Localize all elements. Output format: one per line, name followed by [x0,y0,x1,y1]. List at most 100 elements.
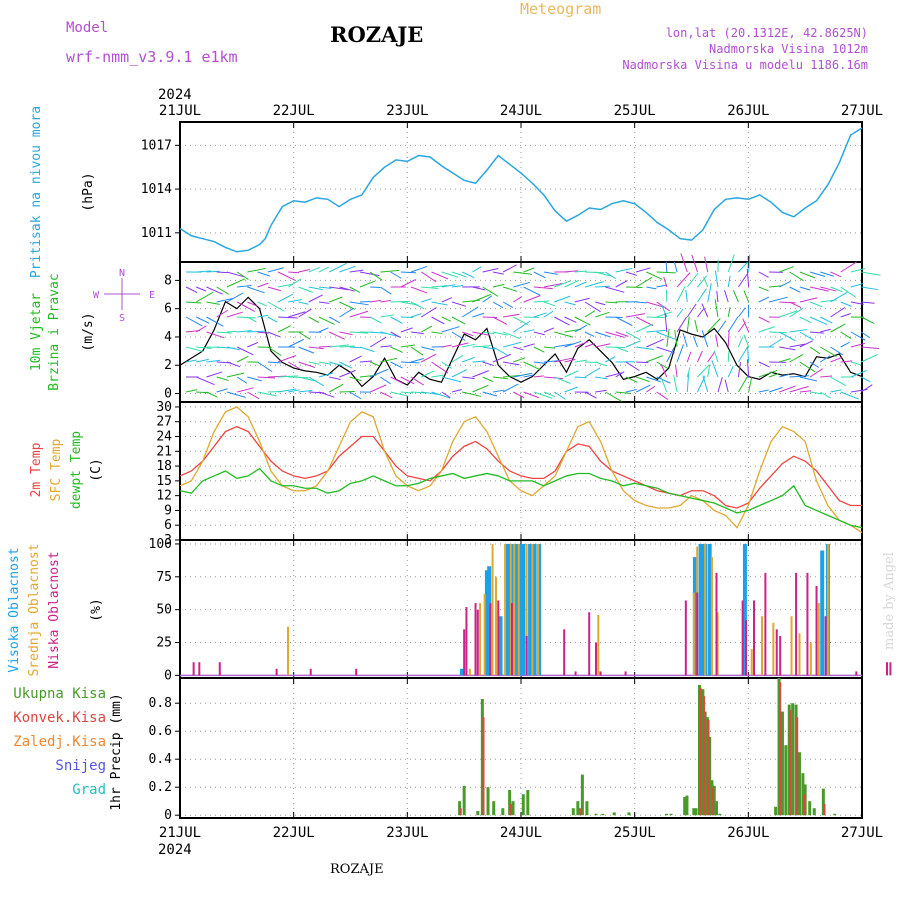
wind-arrow [789,329,807,333]
wind-arrow [339,308,354,318]
wind-arrow [646,271,663,280]
wind-arrow [492,353,512,363]
wind-arrow [339,345,356,348]
wind-arrow [799,340,813,348]
cloud-mid-bar [479,603,482,676]
precip-conv-bar [779,682,782,816]
wind-arrow [308,346,324,350]
legend-konvek-kisa: Konvek.Kisa [13,710,106,726]
x-tick-label-bottom: 24JUL [500,825,542,841]
wind-arrow [738,307,746,318]
wind-arrow [298,331,311,340]
cloud-high-bar [517,543,522,676]
wind-arrow [758,369,778,378]
wind-arrow [410,376,424,386]
x-tick-label-bottom: 27JUL [841,825,883,841]
wind-arrow [840,261,857,273]
wind-arrow [564,301,576,306]
wind-arrow [533,271,546,279]
y-tick-label: 0.2 [149,780,172,795]
wind-arrow [809,346,821,355]
wind-arrow [523,329,535,333]
cloud-low-bar [889,662,892,676]
y-tick-label: 27 [156,415,172,430]
wind-arrow [646,301,665,308]
wind-arrow [635,276,653,288]
y-tick-label: 21 [156,444,172,459]
wind-arrow [543,271,558,275]
x-tick-label-top: 21JUL [159,103,201,119]
wind-arrow [308,294,323,303]
wind-arrow [451,271,467,278]
wind-arrow [697,308,705,318]
cloud-low-bar [779,635,782,676]
wind-arrow [257,282,269,288]
cloud-mid-bar [483,593,486,676]
wind-arrow [743,290,750,303]
cloud-low-bar [476,609,479,676]
cloud-mid-bar [809,642,812,676]
wind-arrow [502,331,521,339]
wind-arrow [799,331,815,341]
wind-arrow [716,290,719,303]
pressure-line [179,127,863,253]
wind-arrow [400,344,416,348]
precip-total-bar [774,806,778,816]
wind-arrow [431,331,443,335]
wind-arrow [339,361,353,369]
wind-arrow [850,342,865,348]
temp2m-line [179,425,862,509]
cloud-low-bar [198,662,201,676]
wind-arrow [724,290,729,303]
precip-conv-bar [803,794,806,816]
y-tick-label: 3 [164,533,172,548]
wind-arrow [543,282,563,288]
wind-arrow [431,271,449,280]
wind-arrow [247,376,262,382]
wind-arrow [605,346,626,349]
wind-arrow [196,391,209,394]
wind-arrow [768,337,784,348]
wind-arrow [523,374,534,378]
wind-arrow [185,346,204,353]
sfc-temp-line [179,406,863,534]
wind-arrow [605,286,625,293]
wind-arrow [819,355,831,363]
precip-total-bar [812,808,816,816]
compass-n-label: N [119,268,125,279]
wind-arrow [666,347,675,363]
y-tick-label: 1011 [141,226,172,241]
wind-arrow [656,331,676,340]
wind-arrow [564,340,582,348]
wind-arrow [267,316,278,323]
wind-arrow [226,292,244,303]
wind-arrow [738,274,748,288]
wind-arrow [236,346,254,356]
wind-arrow [636,301,647,304]
wind-arrow [605,271,616,279]
location-coordinates: lon,lat (20.1312E, 42.8625N) [665,26,868,40]
wind-arrow [676,272,691,288]
precip-conv-bar [699,687,702,816]
precip-conv-bar [796,717,799,816]
wind-arrow [615,391,632,395]
cloud-low-bar [595,642,598,676]
wind-arrow [605,391,622,402]
wind-arrow [674,330,678,348]
wind-arrow [574,281,587,288]
wind-arrow [196,346,212,349]
year-label-bottom: 2024 [158,842,192,858]
wind-arrow [737,375,749,393]
wind-arrow [656,284,668,288]
wind-arrow [665,261,668,273]
wind-arrow [574,297,590,303]
wind-arrow [533,346,545,353]
wind-arrow [349,376,362,382]
wind-arrow [523,286,541,296]
wind-arrow [615,267,633,273]
wind-arrow [666,328,670,348]
legend-snijeg: Snijeg [55,758,106,774]
wind-arrow [288,311,306,318]
cloud-mid-bar [525,543,528,676]
wind-arrow [390,331,401,338]
